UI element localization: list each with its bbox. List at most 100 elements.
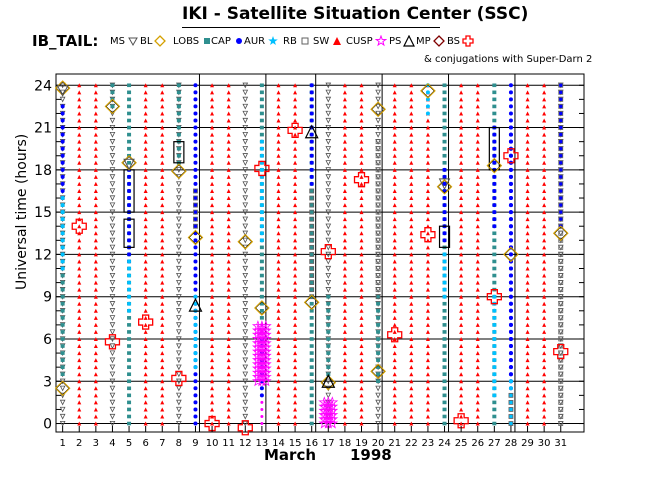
column-marker-sw: [210, 181, 215, 186]
segment-marker-cap: [558, 118, 563, 123]
segment-marker-cap: [558, 125, 563, 130]
column-marker-sw: [77, 83, 82, 88]
column-marker-ms: [109, 117, 116, 124]
column-marker-sw: [392, 167, 397, 172]
column-marker-sw: [392, 308, 397, 313]
bl-marker: [552, 225, 569, 242]
column-marker-sw: [276, 181, 281, 186]
column-marker-cusp: [260, 400, 264, 404]
column-marker-sw: [143, 336, 148, 341]
segment-marker-rb: [375, 259, 381, 264]
column-marker-ms: [59, 399, 66, 406]
segment-marker-rb: [375, 287, 381, 293]
column-marker-ms: [109, 181, 116, 188]
segment-marker-cap: [309, 90, 314, 95]
column-marker-sw: [93, 280, 98, 285]
x-tick-label: 5: [126, 438, 132, 449]
column-marker-lobs: [442, 379, 447, 384]
column-marker-sw: [409, 118, 414, 123]
column-marker-sw: [143, 174, 148, 179]
column-marker-sw: [542, 351, 547, 356]
column-marker-sw: [542, 181, 547, 186]
column-marker-sw: [293, 167, 298, 172]
column-marker-sw: [160, 372, 165, 377]
column-marker-sw: [276, 125, 281, 130]
segment-marker-rb: [375, 160, 381, 166]
column-marker-ms: [109, 223, 116, 230]
column-marker-lobs: [442, 414, 447, 419]
column-marker-sw: [359, 351, 364, 356]
column-marker-cap: [193, 224, 198, 229]
column-marker-sw: [525, 146, 530, 151]
column-marker-sw: [392, 252, 397, 257]
column-marker-sw: [143, 210, 148, 215]
column-marker-sw: [293, 287, 298, 292]
column-marker-sw: [359, 344, 364, 349]
column-marker-sw: [459, 322, 464, 327]
column-marker-sw: [409, 238, 414, 243]
column-marker-sw: [425, 217, 430, 222]
column-marker-sw: [226, 167, 231, 172]
column-marker-cap: [193, 245, 198, 250]
y-tick-label: 18: [34, 163, 52, 179]
column-marker-sw: [143, 196, 148, 201]
column-marker-sw: [459, 407, 464, 412]
column-marker-ms: [109, 139, 116, 145]
segment-marker-aur: [442, 280, 447, 285]
column-marker-ms: [242, 237, 249, 244]
segment-marker-aur: [508, 400, 513, 405]
column-marker-sw: [77, 344, 82, 349]
column-marker-lobs: [442, 386, 447, 391]
column-marker-sw: [475, 393, 480, 398]
x-tick-label: 18: [339, 438, 352, 449]
segment-marker-cap: [508, 181, 513, 186]
segment-marker-cap: [127, 174, 132, 179]
segment-marker-cap: [127, 224, 132, 229]
column-marker-ms: [242, 174, 249, 180]
column-marker-sw: [425, 393, 430, 398]
x-tick-label: 29: [521, 438, 534, 449]
column-marker-cap: [193, 97, 198, 102]
column-marker-lobs: [442, 330, 447, 334]
column-marker-sw: [226, 393, 231, 398]
column-marker-lobs: [442, 351, 447, 355]
column-marker-sw: [425, 351, 430, 356]
segment-marker-lobs: [60, 337, 65, 341]
segment-marker-rb: [193, 195, 198, 201]
column-marker-sw: [226, 196, 231, 201]
column-marker-sw: [143, 238, 148, 243]
segment-marker-rb: [309, 287, 315, 293]
x-axis-month-label: March: [264, 446, 317, 464]
column-marker-ms: [109, 371, 116, 378]
column-marker-sw: [293, 315, 298, 320]
column-marker-lobs: [492, 104, 497, 109]
column-marker-cap: [193, 287, 198, 292]
bs-marker: [254, 160, 270, 177]
segment-marker-cap: [508, 280, 513, 285]
column-marker-lobs: [492, 400, 497, 405]
column-marker-sw: [226, 203, 231, 208]
column-marker-sw: [542, 365, 547, 370]
column-marker-sw: [210, 153, 215, 158]
column-marker-sw: [409, 245, 414, 250]
segment-marker-cap: [558, 196, 563, 201]
column-marker-sw: [77, 104, 82, 109]
column-marker-sw: [542, 329, 547, 334]
column-marker-sw: [342, 379, 347, 384]
column-marker-sw: [226, 217, 231, 222]
column-marker-sw: [342, 259, 347, 264]
column-marker-sw: [392, 231, 397, 236]
column-marker-sw: [409, 280, 414, 285]
column-marker-sw: [77, 167, 82, 172]
column-marker-sw: [342, 336, 347, 341]
column-marker-sw: [475, 351, 480, 356]
segment-marker-rb: [309, 252, 315, 257]
legend-shape: [403, 34, 416, 47]
segment-marker-lobs: [176, 83, 181, 88]
column-marker-sw: [525, 336, 530, 341]
column-marker-sw: [475, 196, 480, 201]
column-marker-lobs: [309, 238, 314, 243]
column-marker-sw: [293, 421, 298, 426]
segment-marker-lobs: [60, 344, 65, 348]
column-marker-lobs: [309, 323, 314, 327]
